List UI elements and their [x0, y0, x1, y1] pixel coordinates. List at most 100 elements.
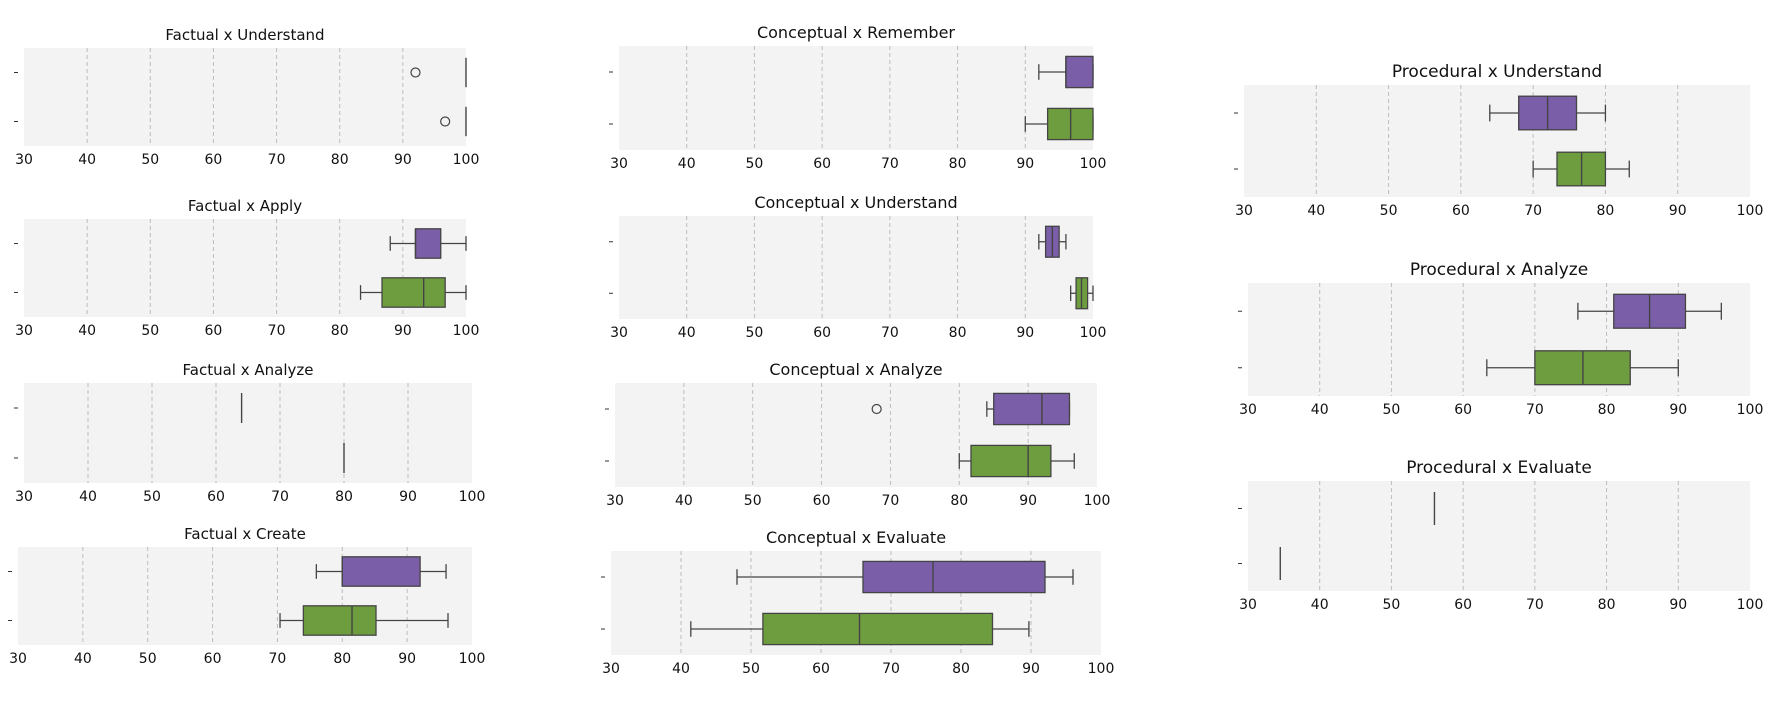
x-tick-label: 100	[1088, 661, 1115, 677]
panel-factual-x-understand: Factual x Understand 30 40 50 60 70 80 90 100	[14, 26, 479, 168]
x-tick-label: 60	[812, 661, 830, 677]
x-tick-label: 100	[1737, 402, 1764, 418]
x-tick-label: 70	[268, 152, 286, 168]
x-tick-label: 30	[15, 323, 33, 339]
x-tick-label: 90	[1669, 203, 1687, 219]
outlier-point	[440, 116, 451, 127]
panel-background	[1244, 85, 1750, 197]
panel-title: Conceptual x Understand	[754, 193, 957, 212]
box-upper	[1489, 95, 1607, 131]
x-tick-label: 80	[1597, 203, 1615, 219]
panel-procedural-x-analyze: Procedural x Analyze 30 40 50 60 70 80 90 100	[1238, 260, 1763, 418]
x-tick-label: 60	[204, 651, 222, 667]
x-tick-label: 90	[398, 651, 416, 667]
x-tick-label: 40	[672, 661, 690, 677]
box-iqr	[414, 228, 442, 259]
panel-conceptual-x-remember: Conceptual x Remember 30 40 50 60 70 80 90 100	[609, 23, 1106, 172]
x-tick-label: 50	[1383, 402, 1401, 418]
panel-title: Factual x Understand	[165, 26, 324, 44]
box-upper	[871, 392, 1071, 426]
box-upper	[315, 556, 447, 587]
box-lower	[690, 612, 1030, 646]
x-tick-label: 60	[1454, 402, 1472, 418]
x-tick-label: 70	[271, 489, 289, 505]
x-tick-label: 60	[205, 323, 223, 339]
x-tick-label: 80	[1598, 402, 1616, 418]
panel-title: Procedural x Understand	[1392, 62, 1602, 82]
box-lower	[958, 444, 1075, 478]
x-tick-label: 90	[1022, 661, 1040, 677]
box-upper	[410, 57, 467, 88]
box-iqr	[1065, 55, 1094, 89]
box-iqr	[762, 612, 994, 646]
x-tick-label: 70	[881, 156, 899, 172]
x-tick-label: 100	[459, 489, 486, 505]
panel-title: Conceptual x Analyze	[769, 360, 942, 379]
x-tick-label: 60	[813, 325, 831, 341]
x-tick-label: 80	[949, 325, 967, 341]
x-tick-label: 80	[331, 152, 349, 168]
x-tick-label: 90	[394, 323, 412, 339]
box-lower	[359, 277, 467, 308]
x-tick-label: 80	[950, 493, 968, 509]
box-lower	[1070, 277, 1094, 310]
panel-background	[1248, 481, 1750, 591]
box-upper	[389, 228, 467, 259]
x-tick-label: 70	[1526, 402, 1544, 418]
x-tick-label: 90	[1669, 597, 1687, 613]
panel-title: Procedural x Evaluate	[1406, 458, 1592, 478]
x-tick-label: 50	[139, 651, 157, 667]
x-tick-label: 60	[813, 493, 831, 509]
x-tick-label: 50	[1380, 203, 1398, 219]
x-tick-label: 100	[459, 651, 486, 667]
x-tick-label: 70	[1524, 203, 1542, 219]
x-tick-label: 50	[746, 156, 764, 172]
x-tick-label: 60	[1452, 203, 1470, 219]
x-tick-label: 30	[1239, 597, 1257, 613]
x-tick-label: 30	[1235, 203, 1253, 219]
x-tick-label: 40	[78, 152, 96, 168]
x-tick-label: 40	[678, 156, 696, 172]
box-iqr	[970, 444, 1052, 478]
x-tick-label: 40	[678, 325, 696, 341]
x-tick-label: 100	[453, 152, 480, 168]
panel-background	[24, 383, 472, 483]
panel-conceptual-x-understand: Conceptual x Understand 30 40 50 60 70 80 90 100	[609, 193, 1106, 341]
panel-factual-x-analyze: Factual x Analyze 30 40 50 60 70 80 90 100	[14, 361, 485, 505]
x-tick-label: 50	[742, 661, 760, 677]
box-upper	[1577, 293, 1722, 329]
x-tick-label: 80	[949, 156, 967, 172]
box-lower	[279, 605, 449, 636]
x-tick-label: 30	[15, 152, 33, 168]
x-tick-label: 90	[1016, 325, 1034, 341]
box-lower	[440, 106, 467, 137]
x-tick-label: 100	[1737, 597, 1764, 613]
box-upper	[1038, 55, 1094, 89]
x-tick-label: 50	[744, 493, 762, 509]
x-tick-label: 60	[813, 156, 831, 172]
box-lower	[1486, 350, 1679, 386]
x-tick-label: 30	[610, 156, 628, 172]
box-iqr	[341, 556, 421, 587]
x-tick-label: 70	[881, 325, 899, 341]
x-tick-label: 90	[394, 152, 412, 168]
panel-factual-x-create: Factual x Create 30 40 50 60 70 80 90 100	[8, 525, 485, 667]
x-tick-label: 70	[1526, 597, 1544, 613]
box-upper	[1038, 225, 1067, 258]
x-tick-label: 40	[1311, 597, 1329, 613]
panel-conceptual-x-analyze: Conceptual x Analyze 30 40 50 60 70 80 90 100	[605, 360, 1110, 509]
panel-procedural-x-evaluate: Procedural x Evaluate 30 40 50 60 70 80 90 100	[1238, 458, 1763, 613]
x-tick-label: 70	[882, 493, 900, 509]
x-tick-label: 70	[269, 651, 287, 667]
box-iqr	[381, 277, 446, 308]
box-iqr	[302, 605, 377, 636]
x-tick-label: 30	[606, 493, 624, 509]
x-tick-label: 90	[1019, 493, 1037, 509]
x-tick-label: 70	[268, 323, 286, 339]
x-tick-label: 60	[207, 489, 225, 505]
box-iqr	[862, 560, 1046, 594]
x-tick-label: 80	[333, 651, 351, 667]
x-tick-label: 30	[602, 661, 620, 677]
x-tick-label: 40	[1307, 203, 1325, 219]
